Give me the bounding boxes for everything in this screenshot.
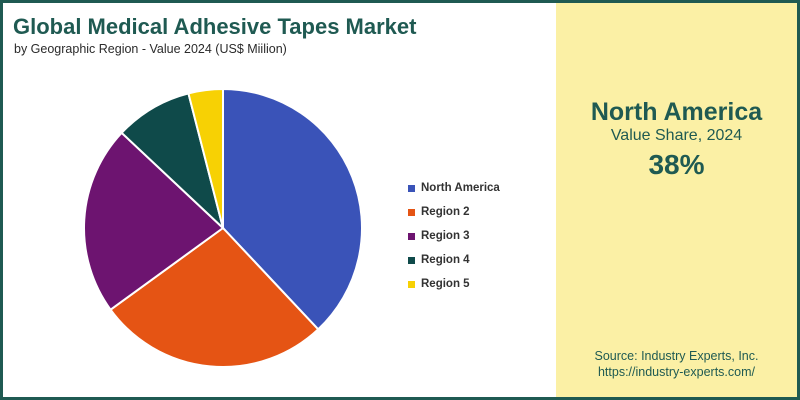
legend-label: Region 4 xyxy=(421,254,470,266)
source-name: Source: Industry Experts, Inc. xyxy=(594,349,759,363)
highlight-value: 38% xyxy=(648,149,705,180)
legend-swatch xyxy=(408,232,415,240)
pie-slice-region-5 xyxy=(187,87,224,229)
legend-label: Region 2 xyxy=(421,206,470,218)
highlight-region: North America xyxy=(590,98,763,126)
pie-chart xyxy=(83,87,363,368)
legend-label: Region 3 xyxy=(421,230,470,242)
legend-item-region-5: Region 5 xyxy=(408,272,500,296)
source-credit: Source: Industry Experts, Inc. https://i… xyxy=(556,348,797,380)
chart-legend: North America Region 2 Region 3 Region 4 Reg… xyxy=(408,176,500,296)
chart-panel: Global Medical Adhesive Tapes Market by … xyxy=(3,3,556,397)
source-url[interactable]: https://industry-experts.com/ xyxy=(597,365,755,379)
pie-slice-north-america xyxy=(222,87,363,331)
legend-swatch xyxy=(408,184,415,192)
pie-slice-region-3 xyxy=(83,131,225,312)
legend-swatch xyxy=(408,256,415,264)
legend-item-region-4: Region 4 xyxy=(408,248,500,272)
highlight-panel: North America Value Share, 2024 38% Sour… xyxy=(556,3,797,397)
legend-swatch xyxy=(408,208,415,216)
legend-label: Region 5 xyxy=(421,278,470,290)
legend-item-region-2: Region 2 xyxy=(408,200,500,224)
legend-label: North America xyxy=(421,182,500,194)
legend-item-north-america: North America xyxy=(408,176,500,200)
highlight-metric: Value Share, 2024 xyxy=(610,127,743,144)
pie-slice-region-2 xyxy=(109,226,320,368)
chart-subtitle: by Geographic Region - Value 2024 (US$ M… xyxy=(14,42,287,56)
pie-slice-region-4 xyxy=(120,92,225,232)
chart-title: Global Medical Adhesive Tapes Market xyxy=(13,14,417,39)
legend-swatch xyxy=(408,280,415,288)
legend-item-region-3: Region 3 xyxy=(408,224,500,248)
